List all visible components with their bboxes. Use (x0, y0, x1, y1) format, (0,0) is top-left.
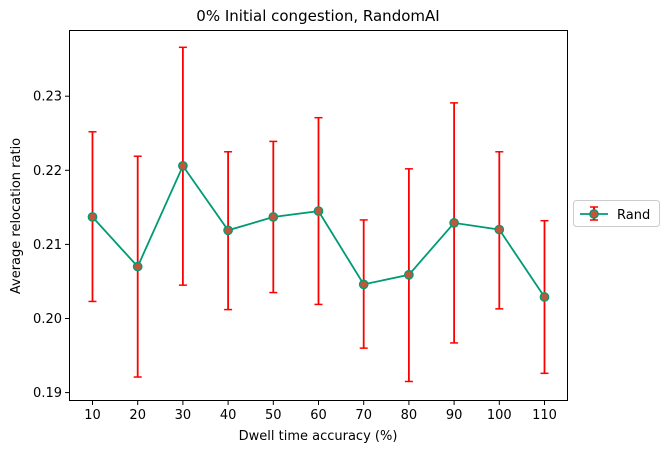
legend-label-rand: Rand (617, 208, 650, 223)
plot-area (87, 46, 550, 383)
data-point (223, 225, 233, 236)
x-tick-label: 10 (84, 408, 101, 423)
x-tick-label: 60 (310, 408, 327, 423)
data-point (87, 212, 98, 222)
data-point (268, 212, 279, 222)
x-axis-ticks: 10 20 30 40 50 60 70 80 90 100 110 (84, 400, 557, 423)
data-point (132, 261, 143, 272)
x-tick-label: 80 (401, 408, 418, 423)
data-point (313, 206, 324, 216)
data-point (178, 161, 188, 171)
x-tick-label: 70 (355, 408, 372, 423)
y-tick-label: 0.22 (33, 164, 62, 179)
y-axis-label: Average relocation ratio (9, 138, 24, 294)
chart-title: 0% Initial congestion, RandomAI (196, 7, 439, 25)
data-point (539, 292, 550, 302)
data-point (404, 269, 414, 280)
data-point (358, 279, 369, 290)
y-axis-ticks: 0.19 0.20 0.21 0.22 0.23 (33, 90, 70, 401)
data-point (494, 224, 505, 235)
x-tick-label: 100 (487, 408, 512, 423)
x-tick-label: 30 (175, 408, 192, 423)
x-tick-label: 20 (129, 408, 146, 423)
y-tick-label: 0.20 (33, 312, 62, 327)
y-tick-label: 0.21 (33, 238, 62, 253)
x-tick-label: 90 (446, 408, 463, 423)
legend: Rand (573, 200, 660, 227)
x-tick-label: 110 (532, 408, 557, 423)
x-tick-label: 40 (220, 408, 237, 423)
y-tick-label: 0.19 (33, 386, 62, 401)
data-point (449, 218, 459, 228)
legend-marker-icon (589, 209, 599, 219)
x-axis-label: Dwell time accuracy (%) (239, 429, 398, 444)
x-tick-label: 50 (265, 408, 282, 423)
y-tick-label: 0.23 (33, 90, 62, 105)
